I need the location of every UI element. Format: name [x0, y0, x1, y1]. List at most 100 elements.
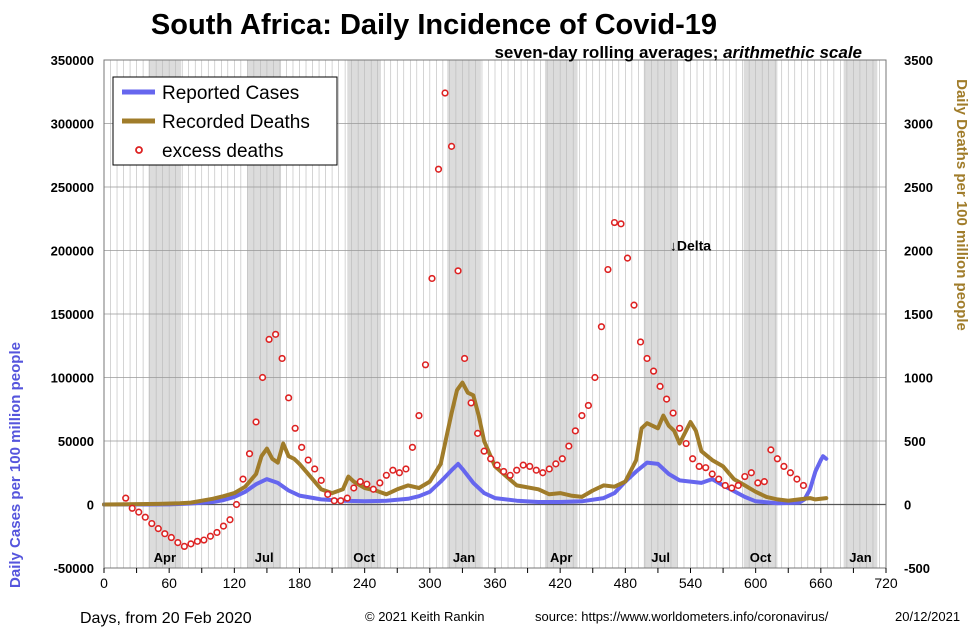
excess-death-point [480, 447, 488, 455]
x-tick-label: 120 [223, 575, 247, 591]
excess-death-point [141, 513, 149, 521]
excess-death-point [545, 465, 553, 473]
left-y-tick-label: 0 [87, 498, 94, 513]
excess-death-point [689, 455, 697, 463]
excess-death-point [402, 465, 410, 473]
excess-death-point [434, 165, 443, 173]
y-axis-right-label: Daily Deaths per 100 million people [953, 79, 970, 331]
right-y-tick-label: 500 [904, 434, 926, 449]
month-label: Oct [750, 550, 772, 565]
left-y-tick-label: 50000 [58, 434, 94, 449]
excess-death-point [532, 466, 540, 474]
excess-death-point [415, 412, 423, 420]
excess-death-point [376, 479, 384, 487]
chart-title: South Africa: Daily Incidence of Covid-1… [151, 9, 717, 41]
right-y-tick-label: 1000 [904, 371, 933, 386]
excess-death-point [363, 480, 371, 488]
excess-death-point [389, 466, 397, 474]
right-y-tick-label: 3000 [904, 117, 933, 132]
x-tick-label: 360 [483, 575, 507, 591]
excess-death-point [304, 456, 312, 464]
reported-cases-line [102, 454, 829, 507]
excess-death-point [447, 142, 456, 150]
legend-excess-label: excess deaths [162, 141, 283, 162]
left-y-tick-label: 350000 [51, 53, 94, 68]
month-label: Jul [651, 550, 670, 565]
excess-death-point [656, 382, 664, 390]
excess-death-point [161, 530, 169, 538]
right-y-tick-label: 1500 [904, 307, 933, 322]
excess-death-point [793, 475, 801, 483]
right-y-tick-label: -500 [904, 561, 930, 576]
excess-death-point [330, 497, 338, 505]
excess-death-point [702, 464, 710, 472]
x-tick-label: 540 [679, 575, 703, 591]
x-tick-label: 240 [353, 575, 377, 591]
subtitle-emphasis: arithmethic scale [723, 43, 862, 62]
excess-death-point [591, 373, 599, 382]
excess-death-point [526, 462, 534, 471]
excess-death-point [337, 497, 345, 505]
excess-death-point [708, 470, 716, 478]
excess-death-point [265, 335, 273, 344]
excess-death-point [219, 522, 228, 530]
excess-death-point [552, 460, 560, 468]
excess-death-point [252, 418, 260, 426]
excess-death-point [617, 220, 625, 228]
excess-death-point [519, 461, 527, 469]
excess-death-point [350, 484, 358, 492]
excess-death-point [715, 475, 723, 483]
excess-death-point [135, 508, 143, 516]
x-tick-label: 0 [100, 575, 108, 591]
series-layer [102, 380, 829, 507]
excess-death-point [630, 301, 638, 309]
excess-death-point [317, 476, 325, 484]
x-tick-label: 720 [874, 575, 898, 591]
excess-death-point [343, 494, 351, 502]
excess-death-point [682, 439, 690, 448]
excess-death-point [285, 394, 293, 402]
copyright-text: © 2021 Keith Rankin [365, 609, 484, 624]
excess-death-point [213, 528, 221, 537]
excess-death-point [754, 479, 762, 487]
excess-death-point [500, 467, 508, 476]
right-y-tick-label: 0 [904, 498, 911, 513]
excess-death-point [291, 424, 299, 432]
excess-death-point [206, 532, 215, 540]
excess-death-point [773, 455, 781, 463]
excess-death-point [428, 274, 436, 283]
excess-death-point [493, 461, 501, 469]
left-y-tick-label: 100000 [51, 371, 94, 386]
excess-death-point [226, 516, 234, 524]
excess-death-point [474, 429, 482, 437]
legend-cases-label: Reported Cases [162, 83, 299, 104]
x-axis-ticks: 0 60 120 180 240 300 360 420 480 540 600 660 720 [100, 568, 898, 591]
x-axis-label: Days, from 20 Feb 2020 [80, 610, 252, 627]
excess-death-point [643, 354, 651, 363]
excess-death-point [272, 330, 280, 338]
month-label: Apr [550, 550, 572, 565]
excess-death-point [663, 395, 671, 403]
excess-death-point [324, 490, 332, 498]
chart-subtitle: seven-day rolling averages; arithmethic … [494, 43, 862, 62]
left-y-tick-label: 250000 [51, 180, 94, 195]
right-y-tick-label: 2000 [904, 244, 933, 259]
excess-death-point [128, 504, 136, 512]
excess-death-point [506, 471, 514, 479]
excess-death-point [467, 399, 475, 407]
excess-death-point [767, 446, 775, 454]
left-y-tick-label: -50000 [54, 561, 94, 576]
excess-death-point [695, 462, 703, 471]
excess-death-point [395, 469, 404, 477]
excess-death-point [676, 424, 684, 432]
excess-death-point [539, 469, 547, 477]
source-text: source: https://www.worldometers.info/co… [535, 609, 829, 624]
right-y-axis-ticks: -500 0 500 1000 1500 2000 2500 3000 3500 [904, 53, 933, 576]
excess-death-point [239, 475, 247, 483]
x-tick-label: 420 [548, 575, 572, 591]
excess-death-point [747, 469, 755, 477]
excess-death-point [786, 469, 795, 477]
right-y-tick-label: 2500 [904, 180, 933, 195]
excess-death-point [734, 481, 742, 490]
